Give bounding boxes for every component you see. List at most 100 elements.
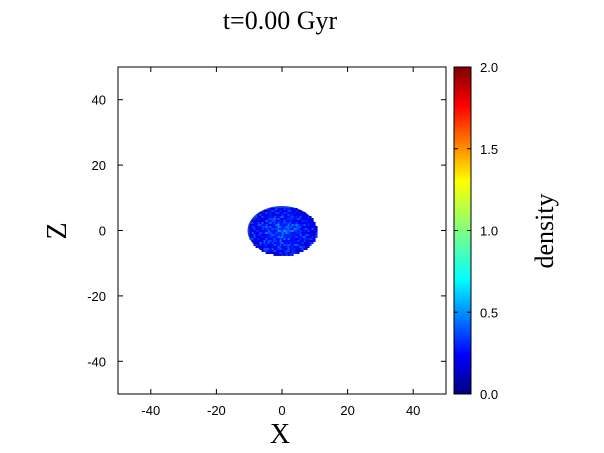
density-cell xyxy=(289,239,292,242)
density-cell xyxy=(277,219,280,222)
density-cell xyxy=(299,249,302,252)
density-cell xyxy=(299,229,302,232)
x-tick-label: 0 xyxy=(278,403,285,418)
density-cell xyxy=(285,215,288,218)
density-cell xyxy=(261,229,264,232)
density-cell xyxy=(273,211,276,214)
density-cell xyxy=(267,235,270,238)
density-cell xyxy=(289,231,292,234)
density-cell xyxy=(275,247,278,250)
density-cell xyxy=(259,245,262,248)
density-cell xyxy=(289,223,292,226)
density-cell xyxy=(295,231,298,234)
density-cell xyxy=(269,221,272,224)
density-cell xyxy=(281,239,284,242)
density-cell xyxy=(313,225,316,228)
density-cell xyxy=(311,239,314,242)
density-cell xyxy=(293,241,296,244)
density-cell xyxy=(289,229,292,232)
density-cell xyxy=(253,225,256,228)
density-cell xyxy=(263,209,266,212)
density-cell xyxy=(267,247,270,250)
density-cell xyxy=(269,215,272,218)
density-cell xyxy=(293,229,296,232)
density-cell xyxy=(297,209,300,212)
density-cell xyxy=(287,217,290,220)
density-cell xyxy=(283,227,286,230)
density-cell xyxy=(305,247,308,250)
density-cell xyxy=(271,235,274,238)
density-cell xyxy=(305,213,308,216)
density-cell xyxy=(271,245,274,248)
density-cell xyxy=(261,247,264,250)
density-cell xyxy=(297,243,300,246)
density-cell xyxy=(273,209,276,212)
density-cell xyxy=(261,213,264,216)
density-cell xyxy=(285,225,288,228)
density-cell xyxy=(255,215,258,218)
density-cell xyxy=(293,217,296,220)
density-cell xyxy=(285,241,288,244)
density-cell xyxy=(301,245,304,248)
density-cell xyxy=(299,233,302,236)
density-cell xyxy=(277,247,280,250)
density-cell xyxy=(289,253,292,256)
density-cell xyxy=(311,219,314,222)
density-cell xyxy=(281,223,284,226)
density-cell xyxy=(287,233,290,236)
density-cell xyxy=(265,233,268,236)
density-cell xyxy=(271,215,274,218)
density-cell xyxy=(265,235,268,238)
density-cell xyxy=(271,219,274,222)
density-cell xyxy=(301,223,304,226)
density-cell xyxy=(259,225,262,228)
density-cell xyxy=(291,235,294,238)
density-cell xyxy=(289,243,292,246)
density-cell xyxy=(255,225,258,228)
density-cell xyxy=(257,229,260,232)
density-cell xyxy=(299,245,302,248)
density-cell xyxy=(259,235,262,238)
density-cell xyxy=(283,235,286,238)
density-cell xyxy=(271,241,274,244)
density-cell xyxy=(277,237,280,240)
density-cell xyxy=(297,225,300,228)
density-cell xyxy=(295,249,298,252)
density-cell xyxy=(285,245,288,248)
density-cell xyxy=(271,243,274,246)
density-cell xyxy=(273,253,276,256)
density-cell xyxy=(271,237,274,240)
density-cell xyxy=(249,231,252,234)
density-cell xyxy=(287,213,290,216)
density-cell xyxy=(283,211,286,214)
density-cell xyxy=(315,227,318,230)
density-cell xyxy=(303,243,306,246)
density-cell xyxy=(287,247,290,250)
density-cell xyxy=(275,217,278,220)
density-cell xyxy=(313,231,316,234)
density-cell xyxy=(309,223,312,226)
density-cell xyxy=(289,219,292,222)
density-cell xyxy=(315,231,318,234)
density-cell xyxy=(295,239,298,242)
density-cell xyxy=(289,247,292,250)
density-cell xyxy=(309,215,312,218)
density-cell xyxy=(299,235,302,238)
y-axis-ticks: 40 20 0 -20 -40 xyxy=(87,93,446,369)
density-cell xyxy=(303,217,306,220)
density-cell xyxy=(277,231,280,234)
density-cell xyxy=(287,215,290,218)
y-tick-label: -20 xyxy=(87,289,106,304)
density-cell xyxy=(295,227,298,230)
density-cell xyxy=(263,239,266,242)
density-cell xyxy=(279,229,282,232)
density-cell xyxy=(259,215,262,218)
density-cell xyxy=(253,221,256,224)
density-cell xyxy=(309,217,312,220)
density-cell xyxy=(271,207,274,210)
density-cell xyxy=(287,211,290,214)
density-cell xyxy=(277,217,280,220)
density-cell xyxy=(293,239,296,242)
density-cell xyxy=(275,235,278,238)
density-cell xyxy=(265,225,268,228)
